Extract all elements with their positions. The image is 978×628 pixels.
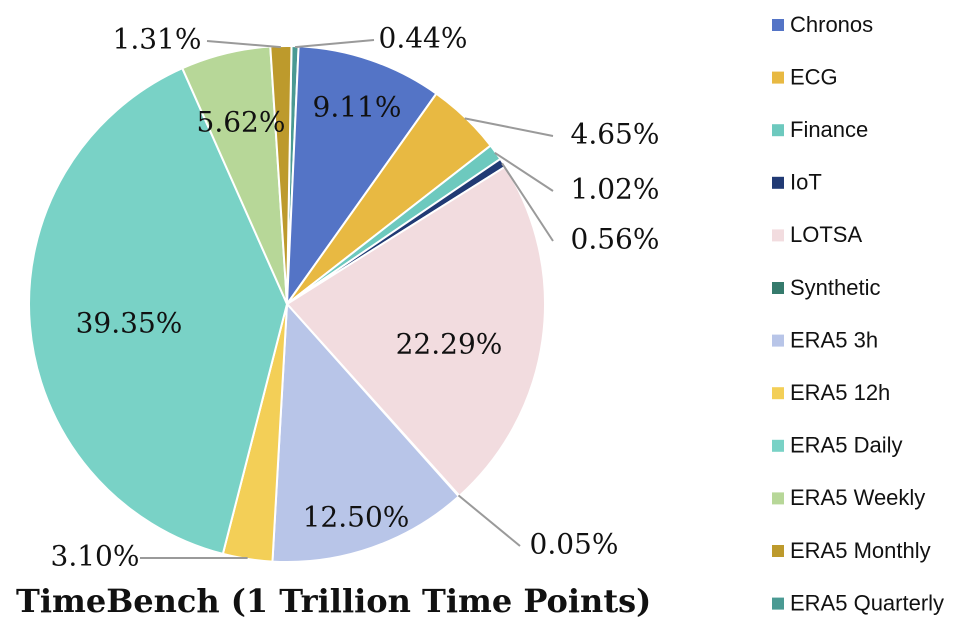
legend-swatch-synthetic [772, 282, 784, 294]
leader-line-synthetic [457, 494, 521, 547]
legend-swatch-lotsa [772, 229, 784, 242]
legend-swatch-era5-12h [772, 387, 784, 400]
legend-label-iot: IoT [790, 170, 822, 195]
legend-label-synthetic: Synthetic [790, 275, 881, 300]
leader-line-finance [494, 151, 554, 192]
data-label-era5-3h: 12.50% [303, 501, 410, 534]
leader-line-era5-monthly [206, 40, 281, 49]
legend-label-era5-3h: ERA5 3h [790, 327, 878, 352]
data-label-era5-12h: 3.10% [51, 540, 140, 573]
slice-labels: 0.44% 9.11% 4.65% 1.02% 0.56% 22.29% 0.05% 12.5… [51, 22, 660, 573]
leader-lines [139, 39, 554, 559]
data-label-finance: 1.02% [571, 173, 660, 206]
pie-slices [28, 45, 546, 563]
pie-slice-era5-daily [28, 67, 288, 555]
leader-line-iot [501, 162, 554, 242]
legend-swatch-era5-quarterly [772, 597, 784, 610]
legend-label-ecg: ECG [790, 64, 838, 89]
data-label-era5-monthly: 1.31% [113, 23, 202, 56]
data-label-era5-weekly: 5.62% [197, 106, 286, 139]
legend-label-era5-quarterly: ERA5 Quarterly [790, 590, 944, 615]
legend-label-era5-monthly: ERA5 Monthly [790, 538, 931, 563]
pie-slice-era5-3h [271, 303, 460, 563]
legend-swatch-finance [772, 124, 784, 137]
pie-slice-lotsa [286, 165, 546, 497]
data-label-era5-quarterly: 0.44% [379, 22, 468, 55]
data-label-ecg: 4.65% [571, 118, 660, 151]
data-label-synthetic: 0.05% [530, 528, 619, 561]
data-label-era5-daily: 39.35% [76, 307, 183, 340]
data-label-chronos: 9.11% [313, 91, 402, 124]
chart-title: TimeBench (1 Trillion Time Points) [16, 582, 651, 620]
legend-label-era5-12h: ERA5 12h [790, 380, 890, 405]
legend-label-finance: Finance [790, 117, 868, 142]
data-label-lotsa: 22.29% [396, 328, 503, 361]
legend-swatch-era5-3h [772, 334, 784, 347]
legend-label-era5-daily: ERA5 Daily [790, 433, 902, 458]
legend-swatch-era5-monthly [772, 545, 784, 557]
leader-line-ecg [464, 117, 554, 137]
legend: Chronos ECG Finance IoT LOTSA Synthetic ERA5 3… [772, 12, 944, 615]
legend-label-lotsa: LOTSA [790, 222, 862, 247]
legend-swatch-ecg [772, 71, 784, 84]
data-label-iot: 0.56% [571, 223, 660, 256]
legend-swatch-era5-daily [772, 439, 784, 452]
leader-line-era5-quarterly [294, 39, 375, 49]
legend-label-era5-weekly: ERA5 Weekly [790, 485, 925, 510]
legend-swatch-era5-weekly [772, 492, 784, 505]
legend-swatch-chronos [772, 19, 784, 31]
legend-label-chronos: Chronos [790, 12, 873, 37]
legend-swatch-iot [772, 176, 784, 189]
